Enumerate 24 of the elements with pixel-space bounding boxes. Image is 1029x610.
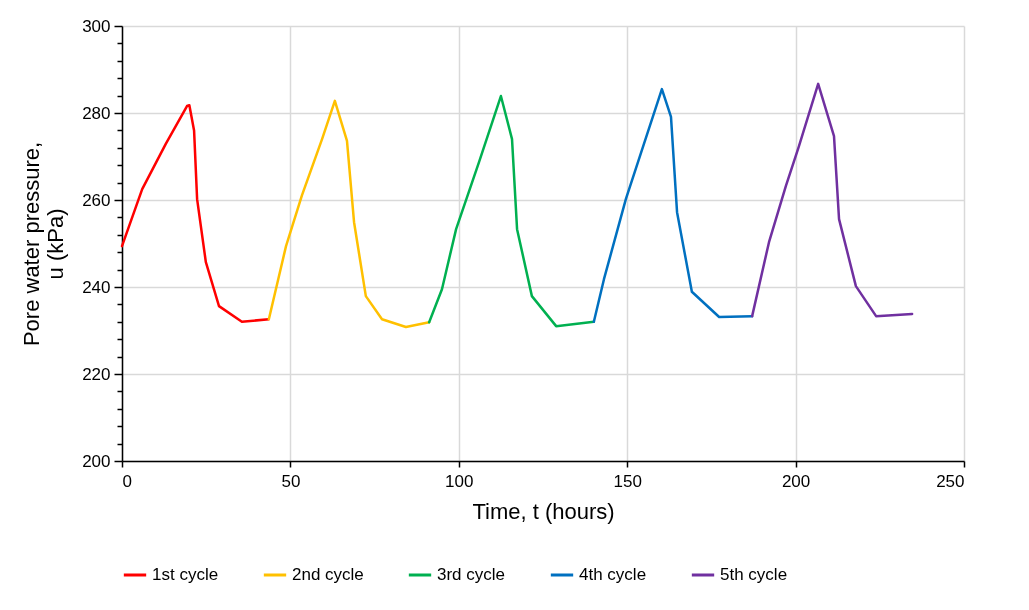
y-tick-label: 240 <box>82 277 111 297</box>
x-tick-label: 150 <box>613 471 642 491</box>
legend-label: 5th cycle <box>720 565 788 584</box>
x-tick-label: 100 <box>445 471 474 491</box>
x-tick-label: 250 <box>936 471 965 491</box>
line-series <box>120 103 271 324</box>
line-series <box>427 94 596 328</box>
legend-label: 4th cycle <box>579 565 647 584</box>
y-tick-label: 220 <box>82 364 111 384</box>
x-tick-label: 0 <box>122 471 132 491</box>
y-axis-title: Pore water pressure, u (kPa) <box>19 141 69 347</box>
y-tick-label: 260 <box>82 190 111 210</box>
line-series <box>592 87 754 324</box>
line-series <box>750 82 914 318</box>
y-tick-label: 200 <box>82 451 111 471</box>
legend-label: 1st cycle <box>152 565 219 584</box>
legend-label: 2nd cycle <box>292 565 364 584</box>
x-axis-title: Time, t (hours) <box>472 498 615 524</box>
y-tick-label: 280 <box>82 103 111 123</box>
legend-label: 3rd cycle <box>437 565 506 584</box>
y-tick-label: 300 <box>82 16 111 36</box>
x-tick-label: 200 <box>781 471 811 491</box>
line-series <box>267 99 431 329</box>
x-tick-label: 50 <box>281 471 301 491</box>
